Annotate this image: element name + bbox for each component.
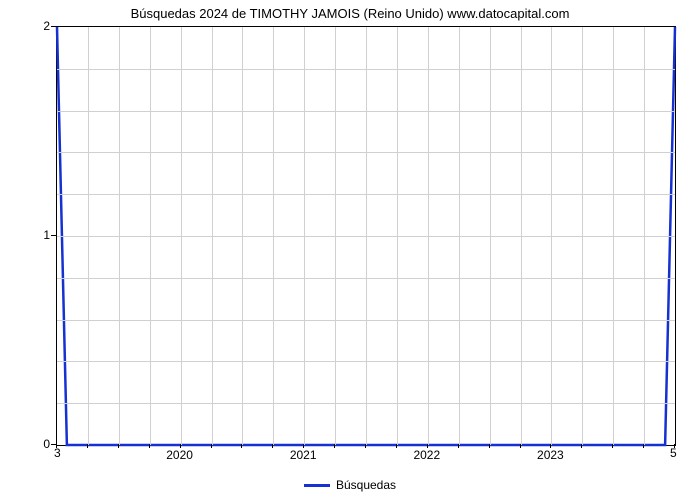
x-tick-mark — [612, 444, 613, 448]
gridline-horizontal — [57, 403, 675, 404]
x-tick-label: 2023 — [537, 448, 564, 462]
x-tick-mark — [87, 444, 88, 448]
gridline-horizontal — [57, 361, 675, 362]
x-tick-mark — [303, 444, 304, 448]
legend: Búsquedas — [0, 478, 700, 492]
legend-swatch — [304, 484, 330, 487]
x-tick-mark — [581, 444, 582, 448]
x-tick-mark — [180, 444, 181, 448]
x-tick-mark — [643, 444, 644, 448]
chart-container: Búsquedas 2024 de TIMOTHY JAMOIS (Reino … — [0, 0, 700, 500]
gridline-horizontal — [57, 278, 675, 279]
x-tick-mark — [334, 444, 335, 448]
legend-label: Búsquedas — [336, 478, 396, 492]
x-tick-mark — [118, 444, 119, 448]
x-tick-label: 2021 — [290, 448, 317, 462]
x-tick-mark — [365, 444, 366, 448]
x-tick-mark — [149, 444, 150, 448]
x-tick-label: 2022 — [413, 448, 440, 462]
gridline-horizontal — [57, 69, 675, 70]
x-axis-end-label: 5 — [670, 446, 677, 460]
x-tick-mark — [396, 444, 397, 448]
y-tick-label: 0 — [10, 437, 50, 451]
x-tick-mark — [520, 444, 521, 448]
gridline-horizontal — [57, 236, 675, 237]
y-tick-mark — [51, 26, 56, 27]
x-tick-mark — [272, 444, 273, 448]
x-tick-mark — [550, 444, 551, 448]
y-tick-mark — [51, 235, 56, 236]
x-tick-label: 2020 — [166, 448, 193, 462]
y-tick-label: 1 — [10, 228, 50, 242]
x-tick-mark — [489, 444, 490, 448]
chart-title: Búsquedas 2024 de TIMOTHY JAMOIS (Reino … — [0, 6, 700, 21]
gridline-horizontal — [57, 320, 675, 321]
gridline-horizontal — [57, 194, 675, 195]
x-axis-start-label: 3 — [54, 446, 61, 460]
x-tick-mark — [241, 444, 242, 448]
gridline-horizontal — [57, 152, 675, 153]
x-tick-mark — [427, 444, 428, 448]
x-tick-mark — [211, 444, 212, 448]
gridline-horizontal — [57, 111, 675, 112]
x-tick-mark — [458, 444, 459, 448]
y-tick-label: 2 — [10, 19, 50, 33]
plot-area — [56, 26, 676, 446]
